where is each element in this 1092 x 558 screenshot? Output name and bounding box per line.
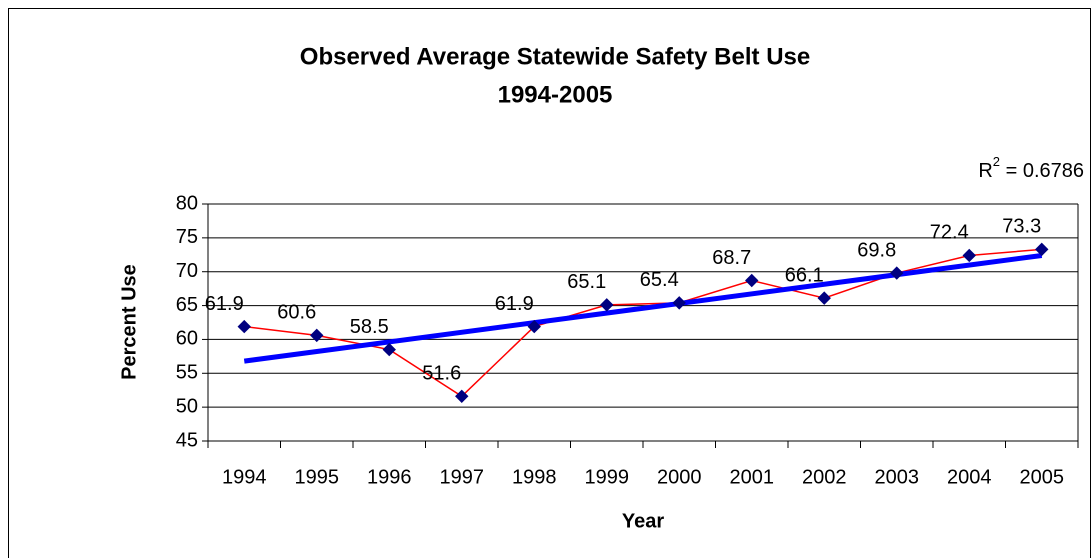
y-tick-label: 65 xyxy=(176,294,198,316)
trendline xyxy=(243,252,1043,364)
x-tick-label: 1998 xyxy=(512,466,557,488)
data-label: 69.8 xyxy=(857,239,896,261)
data-label: 51.6 xyxy=(422,363,461,385)
data-point xyxy=(600,298,614,312)
data-point xyxy=(455,389,469,404)
x-tick-label: 1997 xyxy=(440,466,485,488)
data-point xyxy=(527,319,541,334)
x-tick-label: 1994 xyxy=(222,466,267,488)
y-tick-label: 70 xyxy=(176,260,198,282)
data-point xyxy=(745,273,759,288)
y-tick-label: 80 xyxy=(176,192,198,214)
annotation-sup: 2 xyxy=(993,154,1000,169)
data-point xyxy=(310,328,324,343)
y-axis-label: Percent Use xyxy=(118,264,140,380)
x-tick-label: 1995 xyxy=(295,466,340,488)
chart-title: Observed Average Statewide Safety Belt U… xyxy=(300,43,810,70)
y-tick-label: 50 xyxy=(176,395,198,417)
chart-subtitle: 1994-2005 xyxy=(498,81,613,108)
x-tick-label: 1999 xyxy=(585,466,630,488)
data-point xyxy=(817,291,831,305)
data-label: 61.9 xyxy=(205,293,244,315)
data-point xyxy=(890,266,904,280)
data-label: 65.1 xyxy=(567,271,606,293)
data-label: 65.4 xyxy=(640,269,679,291)
data-label: 66.1 xyxy=(785,264,824,286)
x-tick-label: 2001 xyxy=(730,466,775,488)
x-tick-label: 2003 xyxy=(875,466,920,488)
annotation-rest: = 0.6786 xyxy=(1000,160,1084,182)
data-label: 58.5 xyxy=(350,316,389,338)
data-label: 61.9 xyxy=(495,293,534,315)
y-tick-label: 55 xyxy=(176,362,198,384)
data-point xyxy=(962,248,976,263)
data-line xyxy=(244,248,1042,398)
data-point xyxy=(237,319,251,334)
x-tick-label: 2005 xyxy=(1020,466,1065,488)
y-tick-label: 45 xyxy=(176,429,198,451)
x-tick-label: 2000 xyxy=(657,466,702,488)
x-tick-label: 1996 xyxy=(367,466,412,488)
x-tick-label: 2002 xyxy=(802,466,847,488)
annotation: R2 = 0.6786 xyxy=(978,154,1084,182)
data-label: 60.6 xyxy=(277,302,316,324)
data-label: 73.3 xyxy=(1002,216,1041,238)
x-tick-label: 2004 xyxy=(947,466,992,488)
data-label: 72.4 xyxy=(930,222,969,244)
data-point xyxy=(382,342,396,357)
chart-border xyxy=(8,8,1091,558)
data-point xyxy=(672,296,686,310)
data-label: 68.7 xyxy=(712,247,751,269)
y-tick-label: 75 xyxy=(176,226,198,248)
x-axis-label: Year xyxy=(622,510,664,532)
data-point xyxy=(1035,242,1049,257)
y-tick-label: 60 xyxy=(176,328,198,350)
annotation-base: R xyxy=(978,160,992,182)
